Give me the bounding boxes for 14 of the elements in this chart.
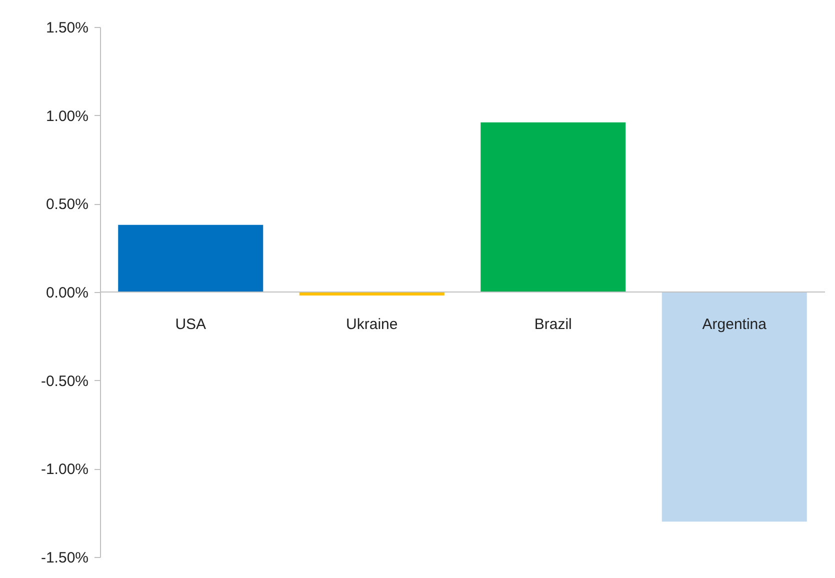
bar (480, 122, 626, 292)
x-tick-label: Ukraine (346, 316, 398, 333)
bar (118, 224, 264, 292)
y-tick-label: -0.50% (40, 372, 88, 390)
y-tick-label: 1.00% (46, 108, 88, 125)
y-tick-label: 0.00% (46, 284, 88, 302)
x-tick-label: Brazil (534, 316, 572, 333)
y-tick-label: -1.50% (40, 550, 88, 566)
x-tick-label: Argentina (702, 316, 768, 333)
y-tick-label: -1.00% (40, 461, 88, 478)
x-tick-label: USA (175, 316, 206, 333)
bar (662, 292, 807, 522)
y-tick-label: 0.50% (46, 196, 88, 214)
y-tick-label: 1.50% (46, 20, 88, 36)
